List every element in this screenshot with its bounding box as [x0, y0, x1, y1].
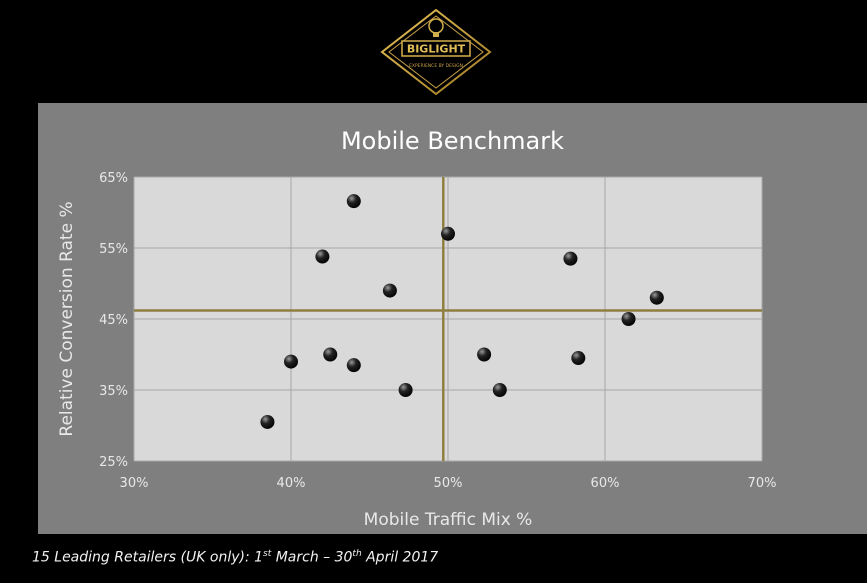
y-tick-label: 65% [99, 171, 128, 186]
footer-suffix: April 2017 [361, 549, 439, 566]
data-point [477, 347, 492, 362]
x-tick-label: 30% [120, 476, 149, 491]
x-tick-label: 70% [748, 476, 777, 491]
x-tick-label: 50% [434, 476, 463, 491]
data-point [563, 251, 578, 266]
data-point [315, 249, 330, 264]
lightbulb-icon [428, 18, 444, 37]
footer-sup-2: th [352, 549, 362, 559]
data-point [284, 354, 298, 369]
y-tick-label: 25% [99, 455, 128, 470]
logo-brand: BIGLIGHT [407, 43, 466, 56]
data-point [346, 358, 361, 373]
biglight-logo: BIGLIGHT EXPERIENCE BY DESIGN [380, 8, 492, 96]
footer-note: 15 Leading Retailers (UK only): 1st Marc… [32, 549, 438, 566]
footer-mid: March – 30 [271, 549, 353, 566]
logo-tagline: EXPERIENCE BY DESIGN [409, 63, 463, 69]
footer-prefix: 15 Leading Retailers (UK only): 1 [32, 549, 264, 566]
chart-title: Mobile Benchmark [340, 127, 565, 155]
y-axis-title: Relative Conversion Rate % [57, 201, 77, 436]
y-tick-label: 35% [99, 384, 128, 399]
data-point [398, 383, 413, 397]
data-point [346, 194, 361, 209]
data-point [382, 283, 397, 298]
data-point [492, 383, 507, 397]
data-point [649, 290, 664, 305]
chart-panel: Mobile Benchmark 30% 40% 50% 60% 70% 25% 35% 45… [38, 103, 867, 534]
footer-sup-1: st [263, 549, 272, 559]
scatter-plot: 30% 40% 50% 60% 70% 25% 35% 45% 55% 65% Mobile Tra… [57, 171, 777, 530]
data-point [441, 226, 455, 241]
data-point [571, 351, 586, 366]
x-tick-label: 40% [277, 476, 306, 491]
y-tick-label: 55% [99, 242, 128, 257]
y-tick-label: 45% [99, 313, 128, 328]
data-point [260, 414, 275, 429]
x-axis-title: Mobile Traffic Mix % [364, 510, 533, 530]
data-point [323, 347, 338, 362]
data-point [621, 312, 636, 326]
x-tick-label: 60% [591, 476, 620, 491]
